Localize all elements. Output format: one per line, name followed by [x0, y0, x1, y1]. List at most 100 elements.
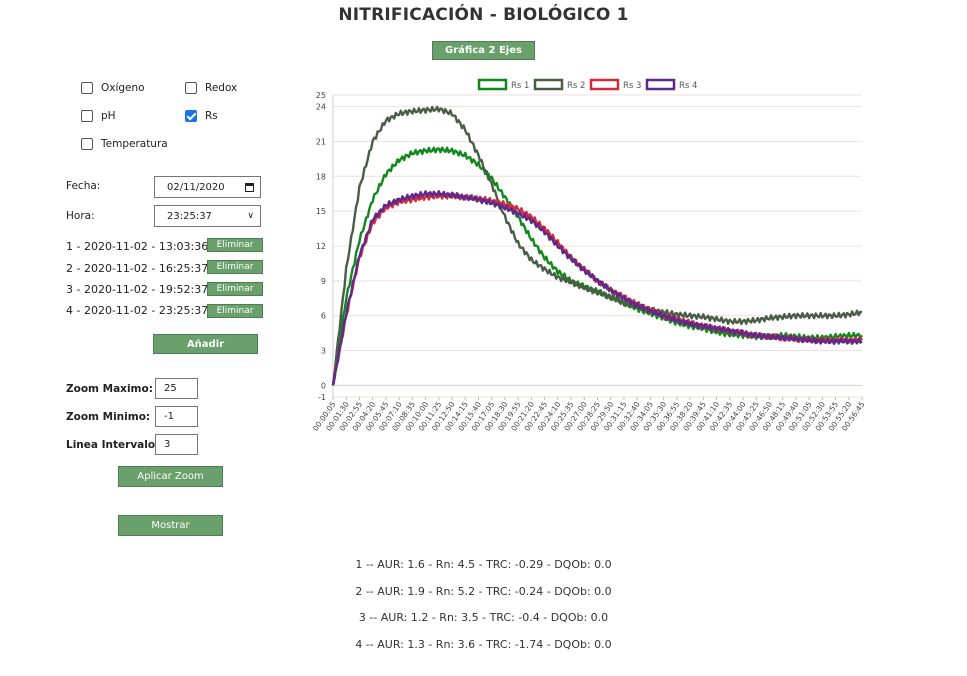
checkbox-label-temperatura: Temperatura [101, 138, 168, 150]
fecha-label: Fecha: [66, 180, 101, 192]
x-tick-label: 00:32:40 [615, 400, 642, 433]
x-tick-label: 00:08:35 [390, 400, 417, 433]
series-line-4 [331, 190, 863, 386]
x-tick-label: 00:00:05 [311, 400, 338, 433]
legend-label-4: Rs 4 [679, 81, 697, 91]
show-button[interactable]: Mostrar [118, 515, 223, 536]
x-tick-label: 00:07:10 [377, 400, 404, 433]
legend-swatch-4 [645, 78, 676, 91]
add-button[interactable]: Añadir [153, 334, 258, 354]
x-tick-label: 00:31:15 [602, 400, 629, 433]
stats-line-4: 4 -- AUR: 1.3 - Rn: 3.6 - TRC: -1.74 - D… [355, 638, 612, 651]
x-tick-label: 00:36:55 [655, 400, 682, 433]
y-tick-label: 21 [316, 137, 326, 146]
y-tick-label: 6 [321, 312, 326, 321]
zoom-min-label: Zoom Minimo: [66, 411, 151, 423]
checkbox-ph[interactable] [81, 110, 93, 122]
x-tick-label: 00:01:30 [324, 400, 351, 433]
delete-entry-3-button[interactable]: Eliminar [207, 282, 263, 296]
x-tick-label: 00:24:10 [536, 400, 563, 433]
x-tick-label: 00:28:25 [575, 400, 602, 433]
y-tick-label: 15 [316, 207, 326, 216]
x-tick-label: 00:29:50 [589, 400, 616, 433]
y-tick-label: 24 [316, 103, 326, 112]
x-tick-label: 00:39:45 [681, 400, 708, 433]
x-tick-label: 00:38:20 [668, 400, 695, 433]
x-tick-label: 00:12:50 [430, 400, 457, 433]
y-tick-label: 12 [316, 242, 326, 251]
delete-entry-4-button[interactable]: Eliminar [207, 304, 263, 318]
checkbox-label-redox: Redox [205, 82, 238, 94]
x-tick-label: 00:22:45 [523, 400, 550, 433]
hora-label: Hora: [66, 210, 95, 222]
series-line-2 [331, 105, 863, 386]
entry-3-text: 3 - 2020-11-02 - 19:52:37 [66, 283, 209, 296]
x-tick-label: 00:19:55 [496, 400, 523, 433]
y-tick-label: 25 [316, 91, 326, 100]
x-tick-label: 00:55:20 [827, 400, 854, 433]
checkbox-redox[interactable] [185, 82, 197, 94]
x-tick-label: 00:45:25 [734, 400, 761, 433]
time-select[interactable]: 23:25:37 ∨ [154, 205, 261, 227]
checkbox-oxigeno[interactable] [81, 82, 93, 94]
x-tick-label: 00:17:05 [470, 400, 497, 433]
zoom-max-input[interactable]: 25 [155, 378, 198, 399]
checkbox-label-oxigeno: Oxígeno [101, 82, 145, 94]
x-tick-label: 00:04:20 [351, 400, 378, 433]
date-value: 02/11/2020 [167, 181, 225, 193]
entry-2-text: 2 - 2020-11-02 - 16:25:37 [66, 262, 209, 275]
interval-label: Linea Intervalo: [66, 439, 160, 451]
delete-entry-2-button[interactable]: Eliminar [207, 260, 263, 274]
legend-label-1: Rs 1 [511, 81, 529, 91]
two-axis-chart-button[interactable]: Gráfica 2 Ejes [432, 41, 535, 60]
zoom-max-label: Zoom Maximo: [66, 383, 153, 395]
checkbox-label-ph: pH [101, 110, 116, 122]
checkbox-temperatura[interactable] [81, 138, 93, 150]
x-tick-label: 00:15:40 [456, 400, 483, 433]
entry-1-text: 1 - 2020-11-02 - 13:03:36 [66, 240, 209, 253]
date-input[interactable]: 02/11/2020 [154, 176, 261, 198]
series-line-3 [331, 192, 863, 386]
y-tick-label: 9 [321, 277, 326, 286]
x-tick-label: 00:56:45 [840, 400, 867, 433]
x-tick-label: 00:49:40 [774, 400, 801, 433]
legend-swatch-2 [533, 78, 564, 91]
checkbox-rs[interactable] [185, 110, 197, 122]
x-tick-label: 00:05:45 [364, 400, 391, 433]
x-tick-label: 00:02:55 [337, 400, 364, 433]
checkbox-label-rs: Rs [205, 110, 218, 122]
stats-line-3: 3 -- AUR: 1.2 - Rn: 3.5 - TRC: -0.4 - DQ… [358, 611, 609, 624]
y-tick-label: 18 [316, 172, 326, 181]
x-tick-label: 00:25:35 [549, 400, 576, 433]
page-title: NITRIFICACIÓN - BIOLÓGICO 1 [338, 5, 629, 25]
x-tick-label: 00:21:20 [509, 400, 536, 433]
x-tick-label: 00:53:55 [813, 400, 840, 433]
x-tick-label: 00:27:00 [562, 400, 589, 433]
x-tick-label: 00:42:35 [708, 400, 735, 433]
time-value: 23:25:37 [167, 210, 212, 222]
zoom-min-input[interactable]: -1 [155, 406, 198, 427]
x-tick-label: 00:44:00 [721, 400, 748, 433]
chevron-down-icon: ∨ [247, 211, 254, 221]
legend-label-2: Rs 2 [567, 81, 585, 91]
calendar-icon[interactable] [245, 182, 254, 192]
interval-input[interactable]: 3 [155, 434, 198, 455]
x-tick-label: 00:46:50 [747, 400, 774, 433]
entry-4-text: 4 - 2020-11-02 - 23:25:37 [66, 304, 209, 317]
stats-line-1: 1 -- AUR: 1.6 - Rn: 4.5 - TRC: -0.29 - D… [355, 558, 612, 571]
x-tick-label: 00:41:10 [694, 400, 721, 433]
x-tick-label: 00:51:05 [787, 400, 814, 433]
legend-swatch-3 [589, 78, 620, 91]
x-tick-label: 00:52:30 [800, 400, 827, 433]
series-line-1 [331, 146, 864, 386]
x-tick-label: 00:10:00 [404, 400, 431, 433]
apply-zoom-button[interactable]: Aplicar Zoom [118, 466, 223, 487]
y-tick-label: -1 [318, 393, 326, 402]
x-tick-label: 00:18:30 [483, 400, 510, 433]
delete-entry-1-button[interactable]: Eliminar [207, 238, 263, 252]
y-tick-label: 3 [321, 347, 326, 356]
legend-swatch-1 [477, 78, 508, 91]
x-tick-label: 00:14:15 [443, 400, 470, 433]
x-tick-label: 00:11:25 [417, 400, 444, 433]
